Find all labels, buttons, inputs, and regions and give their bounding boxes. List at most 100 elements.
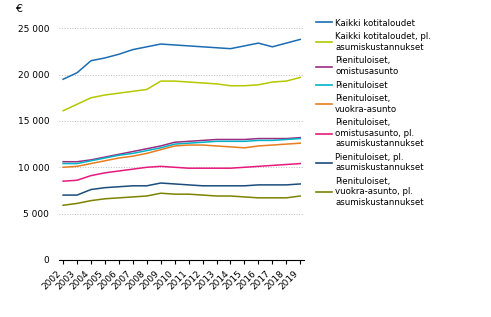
Pienituloiset <box>255 139 261 142</box>
Pienituloiset,
vuokra-asunto <box>130 154 136 158</box>
Pienituloiset,
omistusasunto, pl.
asumiskustannukset <box>102 171 108 175</box>
Pienituloiset,
omistusasunto, pl.
asumiskustannukset <box>214 166 219 170</box>
Pienituloiset,
vuokra-asunto, pl.
asumiskustannukset <box>172 192 178 196</box>
Pienituloiset, pl.
asumiskustannukset <box>116 185 122 189</box>
Pienituloiset,
omistusasunto, pl.
asumiskustannukset <box>242 165 247 169</box>
Pienituloiset,
omistusasunto <box>116 152 122 156</box>
Pienituloiset, pl.
asumiskustannukset <box>74 193 80 197</box>
Pienituloiset <box>283 138 289 141</box>
Pienituloiset,
omistusasunto <box>130 150 136 153</box>
Pienituloiset,
omistusasunto <box>102 155 108 159</box>
Pienituloiset,
vuokra-asunto, pl.
asumiskustannukset <box>116 196 122 200</box>
Pienituloiset <box>186 141 191 145</box>
Pienituloiset,
omistusasunto <box>144 147 150 151</box>
Pienituloiset,
omistusasunto <box>186 139 191 143</box>
Line: Pienituloiset,
vuokra-asunto: Pienituloiset, vuokra-asunto <box>63 143 300 167</box>
Kaikki kotitaloudet <box>270 45 275 49</box>
Pienituloiset,
vuokra-asunto <box>88 162 94 165</box>
Pienituloiset <box>172 142 178 146</box>
Pienituloiset,
omistusasunto, pl.
asumiskustannukset <box>116 169 122 173</box>
Pienituloiset,
vuokra-asunto, pl.
asumiskustannukset <box>242 195 247 199</box>
Pienituloiset,
vuokra-asunto <box>297 141 303 145</box>
Pienituloiset <box>297 137 303 140</box>
Line: Pienituloiset,
omistusasunto, pl.
asumiskustannukset: Pienituloiset, omistusasunto, pl. asumis… <box>63 164 300 181</box>
Pienituloiset <box>116 153 122 157</box>
Kaikki kotitaloudet, pl.
asumiskustannukset <box>88 96 94 100</box>
Kaikki kotitaloudet, pl.
asumiskustannukset <box>297 75 303 79</box>
Kaikki kotitaloudet <box>116 52 122 56</box>
Kaikki kotitaloudet, pl.
asumiskustannukset <box>102 93 108 97</box>
Pienituloiset, pl.
asumiskustannukset <box>186 183 191 187</box>
Kaikki kotitaloudet <box>102 56 108 60</box>
Line: Kaikki kotitaloudet, pl.
asumiskustannukset: Kaikki kotitaloudet, pl. asumiskustannuk… <box>63 77 300 111</box>
Pienituloiset,
omistusasunto, pl.
asumiskustannukset <box>172 165 178 169</box>
Pienituloiset,
omistusasunto <box>227 138 233 141</box>
Kaikki kotitaloudet, pl.
asumiskustannukset <box>270 80 275 84</box>
Kaikki kotitaloudet, pl.
asumiskustannukset <box>283 79 289 83</box>
Pienituloiset, pl.
asumiskustannukset <box>283 183 289 187</box>
Pienituloiset,
vuokra-asunto <box>102 159 108 163</box>
Text: €: € <box>15 4 22 14</box>
Pienituloiset,
omistusasunto <box>242 138 247 141</box>
Pienituloiset,
omistusasunto, pl.
asumiskustannukset <box>60 179 66 183</box>
Pienituloiset,
omistusasunto, pl.
asumiskustannukset <box>74 178 80 182</box>
Pienituloiset,
omistusasunto <box>200 139 206 142</box>
Pienituloiset, pl.
asumiskustannukset <box>60 193 66 197</box>
Pienituloiset <box>270 139 275 142</box>
Pienituloiset <box>214 139 219 143</box>
Pienituloiset <box>74 162 80 165</box>
Pienituloiset,
vuokra-asunto <box>200 143 206 147</box>
Pienituloiset,
vuokra-asunto, pl.
asumiskustannukset <box>200 193 206 197</box>
Pienituloiset,
vuokra-asunto <box>255 144 261 148</box>
Pienituloiset,
omistusasunto, pl.
asumiskustannukset <box>130 167 136 171</box>
Pienituloiset,
omistusasunto <box>297 136 303 139</box>
Pienituloiset,
omistusasunto, pl.
asumiskustannukset <box>186 166 191 170</box>
Pienituloiset <box>88 159 94 163</box>
Kaikki kotitaloudet, pl.
asumiskustannukset <box>214 82 219 86</box>
Pienituloiset,
vuokra-asunto <box>116 156 122 160</box>
Pienituloiset,
vuokra-asunto <box>242 146 247 150</box>
Pienituloiset,
vuokra-asunto, pl.
asumiskustannukset <box>227 194 233 198</box>
Pienituloiset,
vuokra-asunto, pl.
asumiskustannukset <box>102 197 108 201</box>
Pienituloiset,
vuokra-asunto <box>227 145 233 149</box>
Line: Pienituloiset: Pienituloiset <box>63 139 300 164</box>
Line: Kaikki kotitaloudet: Kaikki kotitaloudet <box>63 39 300 79</box>
Pienituloiset,
vuokra-asunto, pl.
asumiskustannukset <box>255 196 261 200</box>
Pienituloiset,
vuokra-asunto, pl.
asumiskustannukset <box>186 192 191 196</box>
Kaikki kotitaloudet, pl.
asumiskustannukset <box>242 84 247 87</box>
Kaikki kotitaloudet <box>88 59 94 63</box>
Pienituloiset,
vuokra-asunto, pl.
asumiskustannukset <box>130 195 136 199</box>
Kaikki kotitaloudet, pl.
asumiskustannukset <box>227 84 233 87</box>
Pienituloiset, pl.
asumiskustannukset <box>242 184 247 188</box>
Kaikki kotitaloudet <box>200 45 206 49</box>
Pienituloiset, pl.
asumiskustannukset <box>144 184 150 188</box>
Kaikki kotitaloudet, pl.
asumiskustannukset <box>158 79 164 83</box>
Pienituloiset, pl.
asumiskustannukset <box>227 184 233 188</box>
Pienituloiset,
vuokra-asunto <box>144 152 150 155</box>
Kaikki kotitaloudet, pl.
asumiskustannukset <box>255 83 261 87</box>
Pienituloiset <box>242 139 247 143</box>
Pienituloiset <box>130 152 136 155</box>
Pienituloiset,
vuokra-asunto <box>283 142 289 146</box>
Pienituloiset <box>60 162 66 165</box>
Pienituloiset,
vuokra-asunto, pl.
asumiskustannukset <box>158 191 164 195</box>
Pienituloiset,
vuokra-asunto, pl.
asumiskustannukset <box>88 199 94 203</box>
Pienituloiset,
omistusasunto <box>172 140 178 144</box>
Pienituloiset,
vuokra-asunto <box>214 144 219 148</box>
Pienituloiset, pl.
asumiskustannukset <box>88 188 94 191</box>
Pienituloiset,
omistusasunto, pl.
asumiskustannukset <box>283 163 289 166</box>
Pienituloiset,
vuokra-asunto <box>186 143 191 147</box>
Pienituloiset,
vuokra-asunto <box>270 143 275 147</box>
Kaikki kotitaloudet <box>255 41 261 45</box>
Kaikki kotitaloudet, pl.
asumiskustannukset <box>172 79 178 83</box>
Kaikki kotitaloudet <box>74 71 80 75</box>
Pienituloiset, pl.
asumiskustannukset <box>214 184 219 188</box>
Kaikki kotitaloudet <box>242 44 247 48</box>
Pienituloiset, pl.
asumiskustannukset <box>130 184 136 188</box>
Pienituloiset, pl.
asumiskustannukset <box>200 184 206 188</box>
Line: Pienituloiset,
omistusasunto: Pienituloiset, omistusasunto <box>63 138 300 162</box>
Pienituloiset,
omistusasunto <box>283 137 289 140</box>
Kaikki kotitaloudet, pl.
asumiskustannukset <box>130 89 136 93</box>
Pienituloiset <box>144 149 150 152</box>
Pienituloiset,
omistusasunto <box>270 137 275 140</box>
